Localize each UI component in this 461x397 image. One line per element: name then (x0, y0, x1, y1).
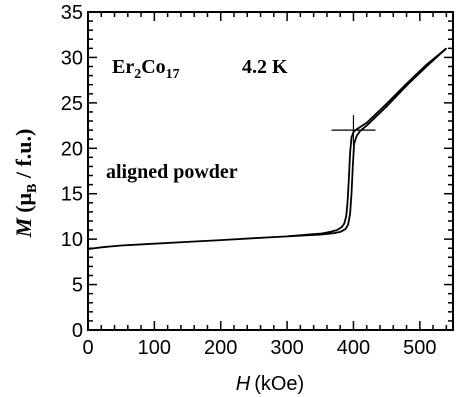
crosshair-marker (331, 115, 376, 146)
x-tick-label: 200 (204, 337, 237, 359)
x-tick-label: 0 (82, 337, 93, 359)
x-tick-label: 100 (138, 337, 171, 359)
y-tick-label: 0 (72, 320, 83, 342)
x-tick-label: 400 (337, 337, 370, 359)
y-tick-labels: 0 5 10 15 20 25 30 35 (61, 2, 83, 342)
y-tick-label: 15 (61, 184, 83, 206)
compound-label: Er2Co17 (112, 56, 180, 82)
series-line-2 (287, 47, 448, 238)
temperature-label: 4.2 K (242, 56, 288, 78)
y-tick-label: 25 (61, 93, 83, 115)
x-tick-labels: 0 100 200 300 400 500 (82, 337, 436, 359)
x-tick-label: 500 (403, 337, 436, 359)
y-axis-label: M(μB / f.u.) (11, 129, 40, 239)
x-tick-label: 300 (270, 337, 303, 359)
plot-frame (87, 11, 454, 331)
x-axis-label: H (kOe) (236, 373, 304, 395)
y-tick-label: 35 (61, 2, 83, 24)
series (87, 47, 448, 250)
y-tick-label: 20 (61, 138, 83, 160)
series-line-1 (87, 47, 447, 250)
sample-label: aligned powder (106, 161, 238, 183)
y-tick-label: 30 (61, 47, 83, 69)
y-tick-label: 5 (72, 275, 83, 297)
y-tick-label: 10 (61, 229, 83, 251)
